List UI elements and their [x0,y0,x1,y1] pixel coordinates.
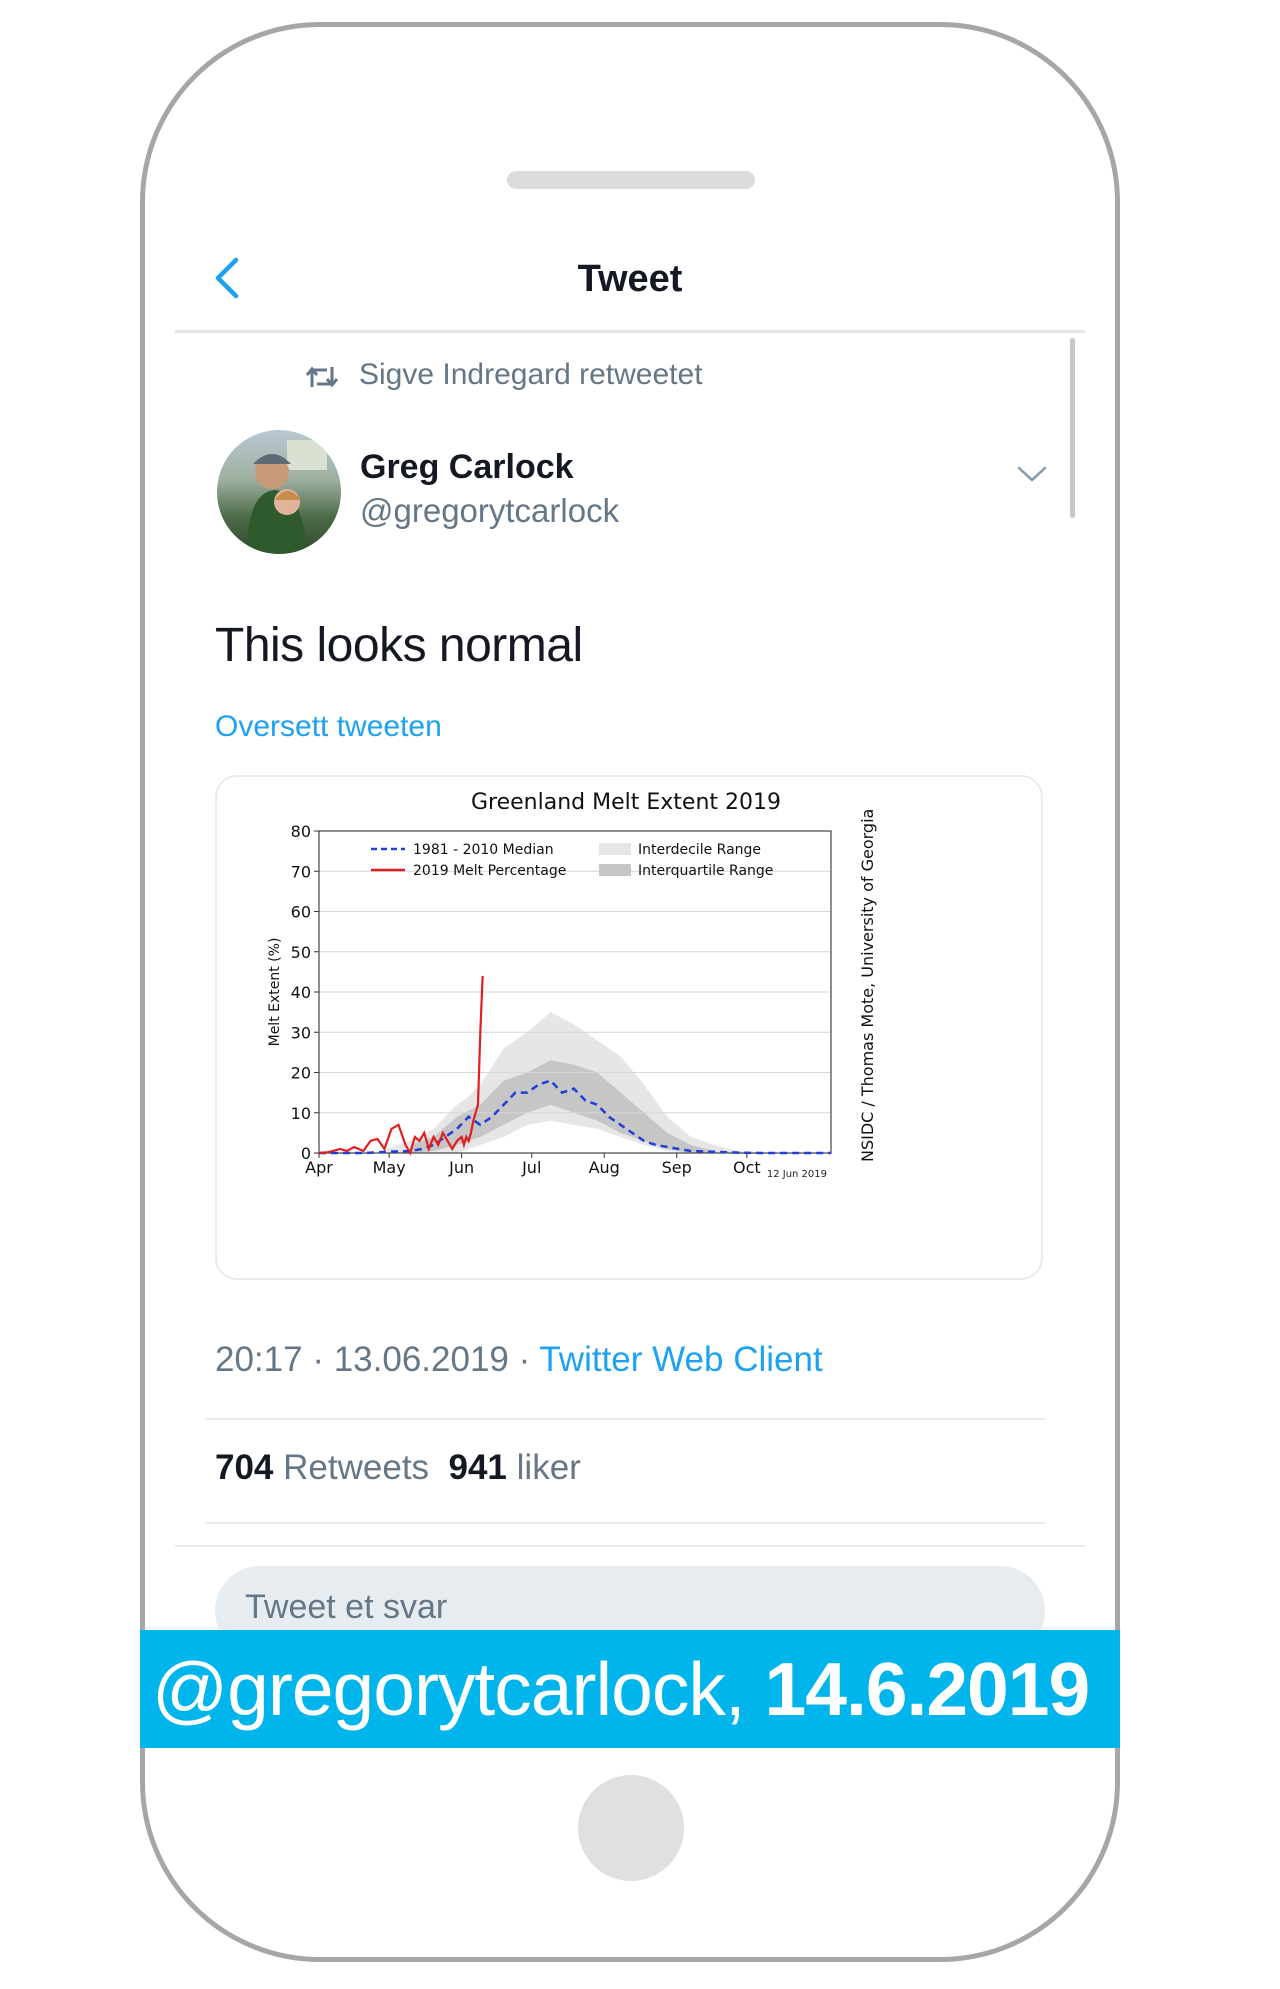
divider [175,1545,1085,1547]
y-tick-label: 10 [291,1104,311,1123]
retweet-count[interactable]: 704 [215,1448,274,1487]
tweet-meta: 20:17 · 13.06.2019 · Twitter Web Client [215,1340,823,1380]
interquartile-band [410,1060,715,1153]
x-tick-label: Apr [305,1158,333,1177]
header-divider [175,330,1085,333]
y-tick-label: 80 [291,822,311,841]
y-tick-label: 60 [291,903,311,922]
like-count[interactable]: 941 [448,1448,507,1487]
tweet-screen: Tweet Sigve Indregard retweetet Greg Car… [175,230,1085,1630]
tweet-stats: 704 Retweets 941 liker [215,1448,581,1488]
melt-extent-chart: Greenland Melt Extent 2019 0 10 20 30 40 50 60… [267,790,877,1180]
x-tick-label: May [373,1158,406,1177]
legend-interquartile: Interquartile Range [638,863,773,879]
retweet-label[interactable]: Retweets [283,1448,430,1487]
y-tick-label: 70 [291,862,311,881]
x-tick-label: Aug [589,1158,620,1177]
x-tick-label: Jul [521,1158,541,1177]
legend-median: 1981 - 2010 Median [413,842,554,858]
legend-swatch-interdecile [599,843,631,855]
divider [205,1418,1045,1420]
avatar[interactable] [217,430,341,554]
author-name[interactable]: Greg Carlock [360,448,574,486]
legend-melt: 2019 Melt Percentage [413,863,566,879]
x-tick-label: Sep [662,1158,692,1177]
meta-separator: · [302,1340,334,1379]
translate-tweet-link[interactable]: Oversett tweeten [215,710,442,743]
date-note: 12 Jun 2019 [767,1169,827,1180]
x-tick-label: Jun [448,1158,474,1177]
chart-title: Greenland Melt Extent 2019 [471,790,781,815]
tweet-text: This looks normal [215,619,583,672]
tweet-time: 20:17 [215,1340,303,1379]
banner-date: 14.6.2019 [764,1647,1091,1731]
avatar-photo [247,440,327,554]
retweet-label: Sigve Indregard retweetet [359,358,703,391]
tweet-media-chart[interactable]: Greenland Melt Extent 2019 0 10 20 30 40 50 60… [215,775,1043,1280]
y-tick-label: 30 [291,1023,311,1042]
reply-input[interactable]: Tweet et svar [215,1566,1045,1630]
home-button[interactable] [578,1775,684,1881]
tweet-client-link[interactable]: Twitter Web Client [539,1340,823,1379]
phone-speaker [507,171,755,189]
x-tick-label: Oct [733,1158,761,1177]
meta-separator: · [508,1340,540,1379]
page-title: Tweet [577,258,683,300]
legend-swatch-interquartile [599,864,631,876]
y-axis-label: Melt Extent (%) [267,938,283,1047]
divider [205,1522,1045,1524]
chevron-left-icon[interactable] [208,254,248,302]
y-tick-label: 40 [291,983,311,1002]
y-tick-label: 50 [291,943,311,962]
y-tick-label: 0 [301,1144,311,1163]
legend: 1981 - 2010 Median 2019 Melt Percentage … [371,842,773,879]
banner-handle: @gregorytcarlock, [152,1647,746,1731]
like-label[interactable]: liker [516,1448,581,1487]
author-handle[interactable]: @gregorytcarlock [360,492,620,529]
retweet-icon [305,366,339,388]
legend-interdecile: Interdecile Range [638,842,761,858]
tweet-date: 13.06.2019 [333,1340,509,1379]
y-tick-label: 20 [291,1064,311,1083]
melt-2019-line [318,975,484,1156]
caption-banner: @gregorytcarlock, 14.6.2019 [140,1630,1120,1748]
scrollbar[interactable] [1070,338,1075,518]
chevron-down-icon[interactable] [1015,462,1049,486]
image-credit: NSIDC / Thomas Mote, University of Georg… [858,809,877,1162]
